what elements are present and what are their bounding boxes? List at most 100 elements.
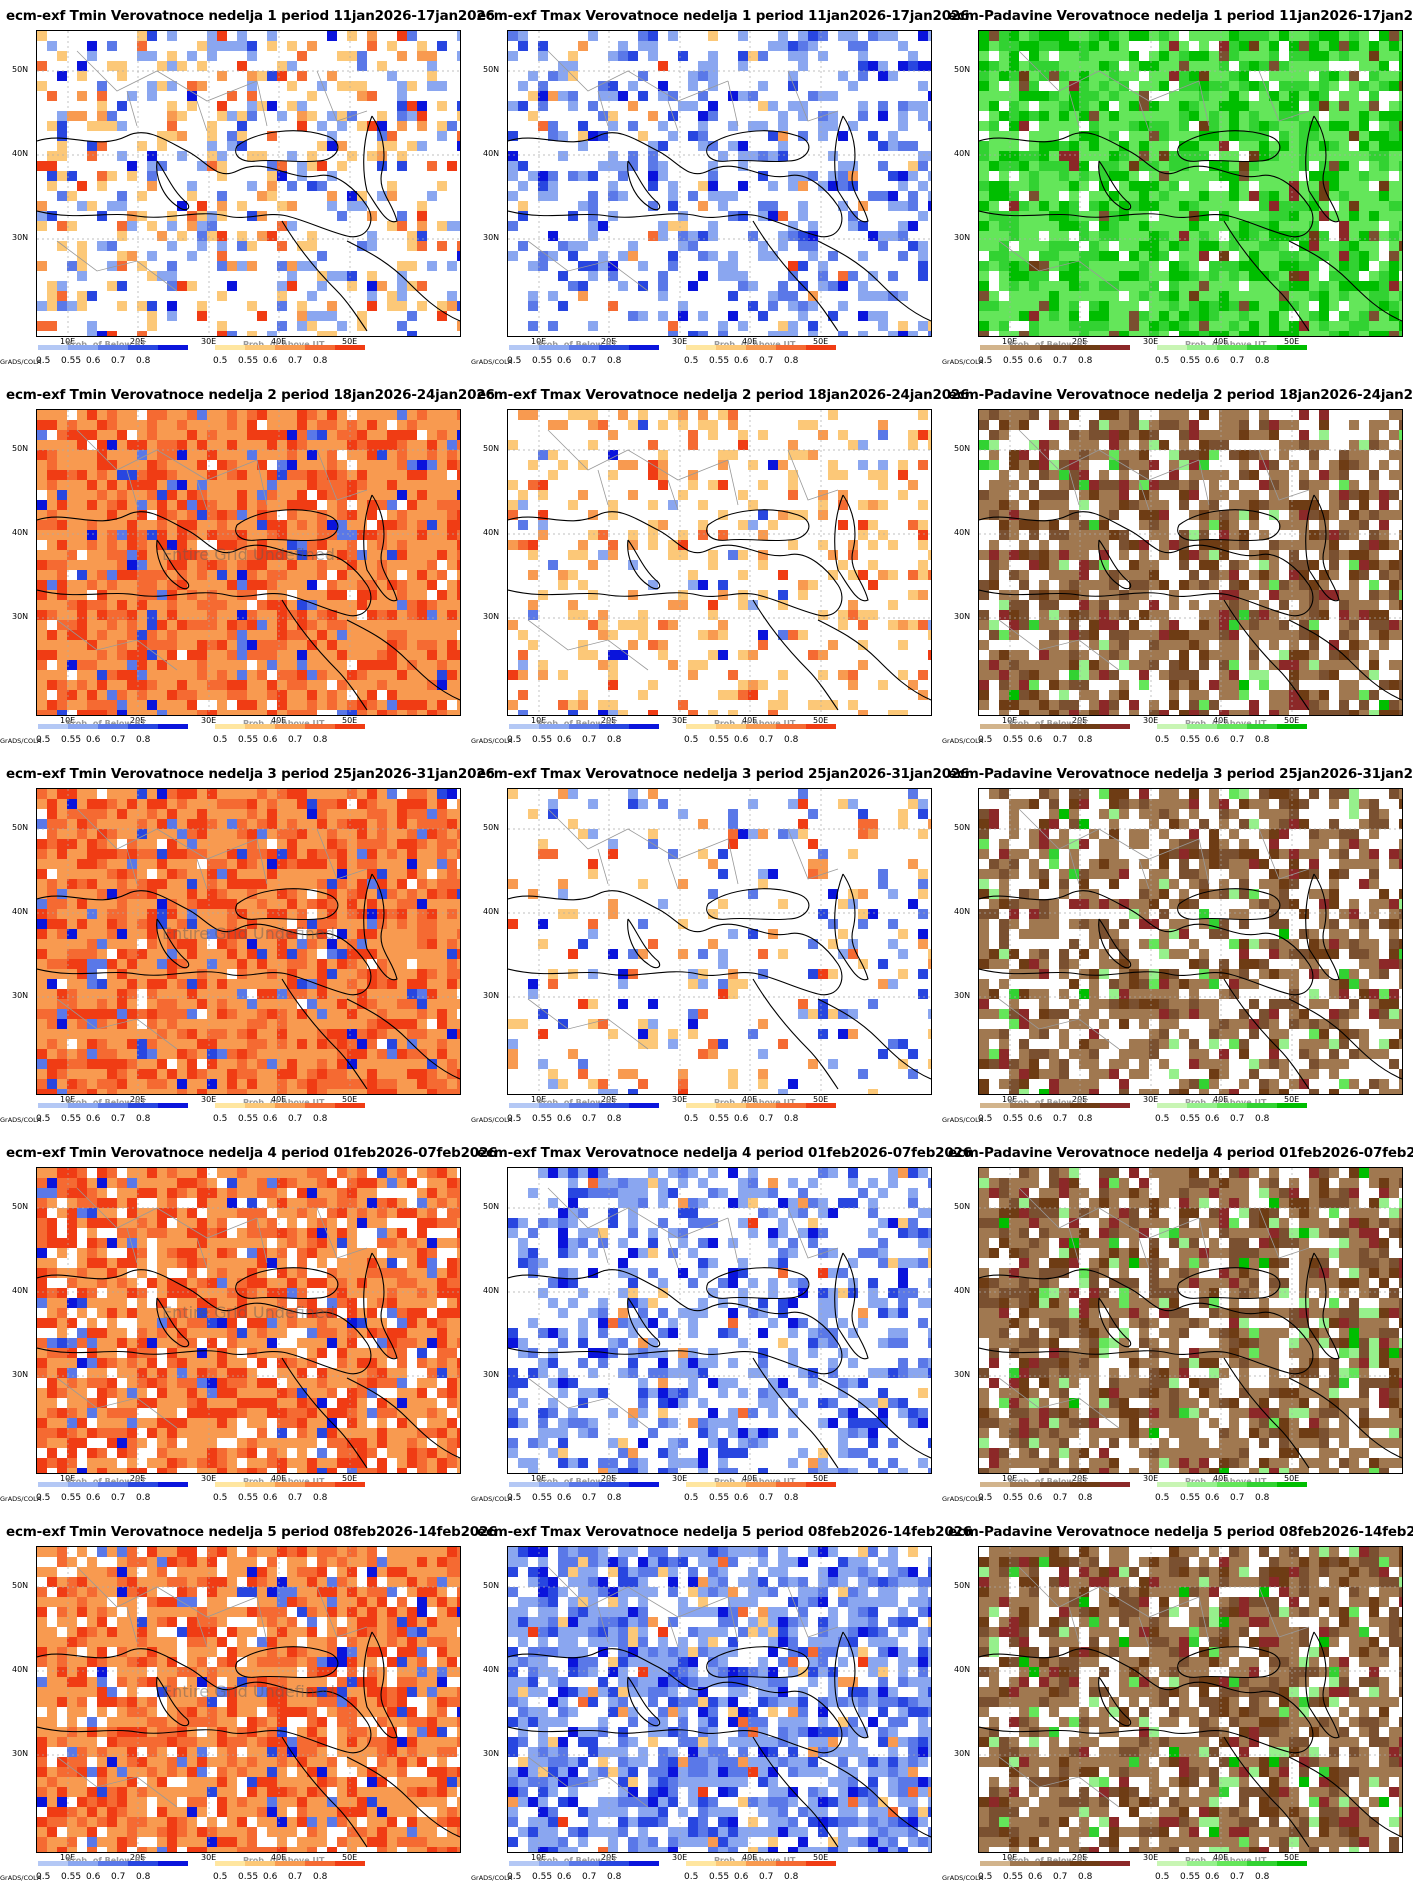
probability-cell	[1219, 81, 1229, 91]
probability-cell	[1139, 650, 1149, 660]
probability-cell	[257, 211, 267, 221]
probability-cell	[137, 331, 147, 336]
probability-cell	[1239, 251, 1249, 261]
probability-cell	[1329, 161, 1339, 171]
probability-cell	[1089, 251, 1099, 261]
probability-cell	[1169, 51, 1179, 61]
probability-cell	[107, 241, 117, 251]
probability-cell	[417, 221, 427, 231]
probability-cell	[1169, 640, 1179, 650]
probability-cell	[257, 630, 267, 640]
probability-cell	[337, 650, 347, 660]
legend-colorbar	[215, 724, 365, 729]
probability-cell	[1309, 81, 1319, 91]
probability-cell	[1209, 101, 1219, 111]
probability-cell	[1039, 311, 1049, 321]
probability-cell	[37, 500, 47, 510]
probability-cell	[1319, 600, 1329, 610]
probability-cell	[37, 670, 47, 680]
probability-cell	[1199, 650, 1209, 660]
probability-cell	[87, 510, 97, 520]
probability-cell	[157, 590, 167, 600]
probability-cell	[808, 580, 818, 590]
probability-cell	[227, 710, 237, 715]
probability-cell	[217, 111, 227, 121]
legend-swatch	[686, 724, 716, 729]
probability-cell	[1379, 271, 1389, 281]
probability-cell	[588, 440, 598, 450]
probability-cell	[1069, 650, 1079, 660]
probability-cell	[1229, 690, 1239, 700]
probability-cell	[397, 281, 407, 291]
probability-cell	[1299, 301, 1309, 311]
probability-cell	[1219, 121, 1229, 131]
probability-cell	[337, 530, 347, 540]
probability-cell	[898, 670, 908, 680]
probability-cell	[217, 480, 227, 490]
probability-cell	[207, 570, 217, 580]
probability-cell	[407, 650, 417, 660]
probability-cell	[1279, 231, 1289, 241]
probability-cell	[918, 520, 928, 530]
probability-cell	[387, 41, 397, 51]
probability-cell	[638, 281, 648, 291]
probability-cell	[568, 700, 578, 710]
probability-cell	[678, 530, 688, 540]
probability-cell	[1279, 251, 1289, 261]
probability-cell	[117, 630, 127, 640]
probability-cell	[1029, 41, 1039, 51]
probability-cell	[1009, 151, 1019, 161]
probability-cell	[748, 91, 758, 101]
probability-cell	[1049, 530, 1059, 540]
probability-cell	[207, 440, 217, 450]
probability-cell	[97, 331, 107, 336]
probability-cell	[1249, 331, 1259, 336]
probability-cell	[1099, 480, 1109, 490]
probability-cell	[778, 570, 788, 580]
legend-swatch	[158, 724, 188, 729]
probability-cell	[1159, 191, 1169, 201]
probability-cell	[87, 41, 97, 51]
probability-cell	[1089, 121, 1099, 131]
probability-cell	[307, 291, 317, 301]
probability-cell	[447, 221, 457, 231]
probability-cell	[1019, 410, 1029, 420]
probability-cell	[1209, 221, 1219, 231]
probability-cell	[377, 650, 387, 660]
probability-cell	[848, 540, 858, 550]
probability-cell	[117, 480, 127, 490]
probability-cell	[538, 520, 548, 530]
probability-cell	[37, 410, 47, 420]
probability-cell	[1119, 650, 1129, 660]
probability-cell	[277, 111, 287, 121]
probability-cell	[107, 710, 117, 715]
probability-cell	[1009, 680, 1019, 690]
longitude-label: 30E	[201, 337, 217, 346]
probability-cell	[838, 610, 848, 620]
probability-cell	[407, 410, 417, 420]
probability-cell	[57, 700, 67, 710]
probability-cell	[1319, 231, 1329, 241]
probability-cell	[1359, 241, 1369, 251]
legend-tick: 0.55	[238, 735, 259, 745]
probability-cell	[628, 640, 638, 650]
probability-cell	[1069, 211, 1079, 221]
probability-cell	[1119, 640, 1129, 650]
probability-cell	[427, 430, 437, 440]
probability-cell	[1349, 580, 1359, 590]
probability-cell	[999, 131, 1009, 141]
probability-cell	[908, 440, 918, 450]
probability-cell	[247, 550, 257, 560]
probability-cell	[97, 630, 107, 640]
probability-cell	[1289, 81, 1299, 91]
probability-cell	[1079, 440, 1089, 450]
probability-cell	[397, 580, 407, 590]
probability-cell	[147, 311, 157, 321]
probability-cell	[638, 690, 648, 700]
probability-cell	[237, 261, 247, 271]
probability-cell	[367, 480, 377, 490]
probability-cell	[668, 620, 678, 630]
probability-cell	[999, 480, 1009, 490]
probability-cell	[297, 101, 307, 111]
probability-cell	[197, 560, 207, 570]
